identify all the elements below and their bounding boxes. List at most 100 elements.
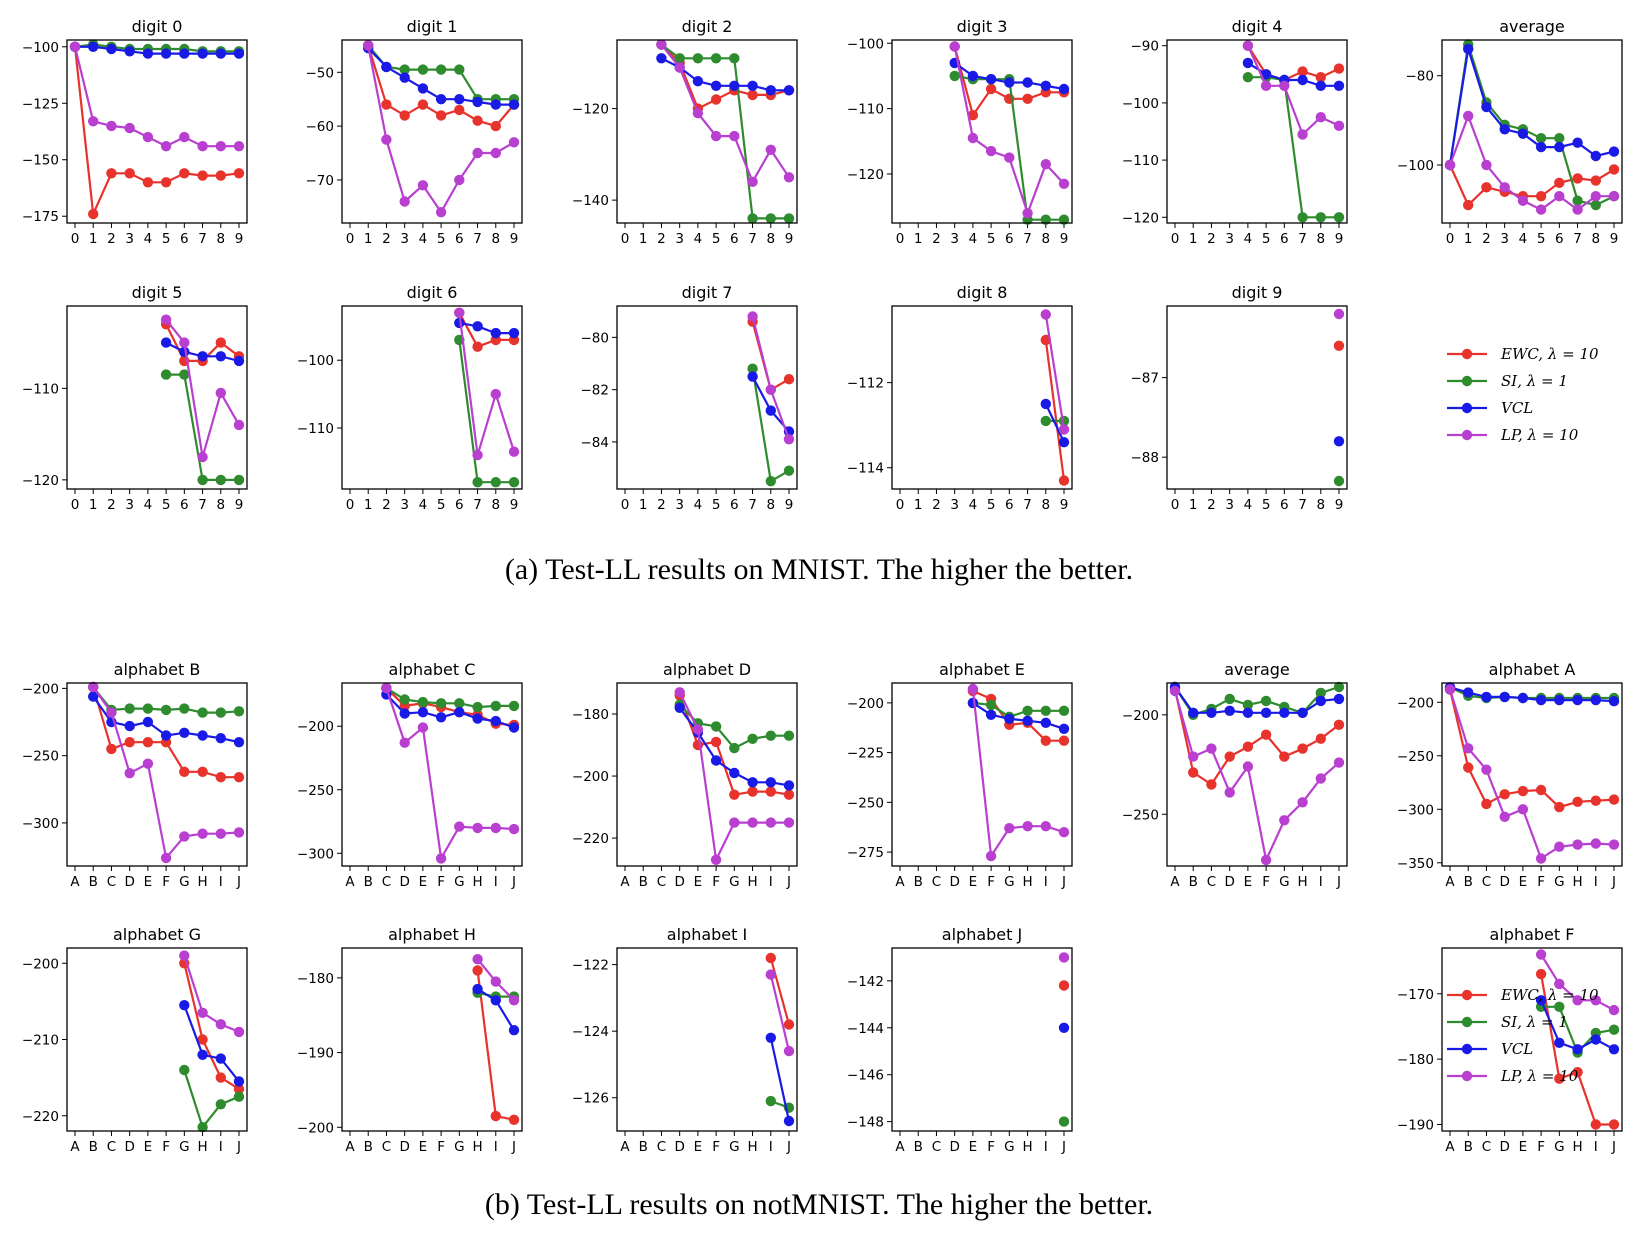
data-point — [1517, 692, 1529, 704]
data-point — [747, 176, 758, 187]
data-point — [490, 388, 501, 400]
data-point — [233, 706, 245, 717]
data-point — [381, 99, 392, 110]
subplot: alphabet E A B C D E F G H I J −275 −250 −225 −200 — [847, 660, 1073, 890]
x-tick-label: 2 — [657, 231, 666, 247]
subplot: alphabet B A B C D E F G H I J −300 −250 −200 — [22, 660, 248, 890]
data-point — [1333, 120, 1345, 131]
data-point — [1188, 767, 1199, 778]
data-point — [1535, 133, 1547, 144]
subplot: alphabet A A B C D E F G H I J −350 −300 −250 −200 — [1397, 660, 1623, 890]
data-point — [1058, 980, 1070, 991]
data-point — [490, 822, 501, 834]
plot-frame — [341, 682, 523, 867]
data-point — [1608, 1024, 1620, 1035]
data-point — [985, 145, 997, 157]
x-tick-label: B — [914, 1139, 923, 1155]
subplot-title: digit 6 — [407, 283, 458, 302]
data-point — [1333, 757, 1345, 768]
data-point — [1590, 795, 1602, 806]
data-point — [472, 147, 483, 159]
plot-frame — [1441, 682, 1623, 867]
plot-frame — [66, 39, 248, 224]
data-point — [215, 387, 226, 399]
data-point — [490, 715, 501, 727]
x-tick-label: 9 — [1060, 497, 1069, 513]
data-point — [1499, 789, 1510, 800]
y-tick-label: −80 — [1406, 69, 1435, 85]
data-point — [88, 691, 99, 702]
x-tick-label: H — [1572, 1139, 1582, 1155]
data-point — [1004, 823, 1015, 834]
data-point — [1297, 743, 1308, 754]
x-tick-label: I — [494, 1139, 498, 1155]
x-tick-label: 8 — [491, 497, 500, 513]
data-point — [1608, 696, 1620, 707]
data-point — [399, 196, 410, 207]
data-point — [435, 94, 447, 105]
series-line — [1448, 48, 1615, 166]
x-tick-label: B — [1464, 874, 1473, 890]
x-tick-label: 5 — [437, 497, 446, 513]
data-point — [1040, 309, 1052, 320]
x-tick-label: G — [1554, 1139, 1564, 1155]
data-point — [124, 768, 135, 779]
series-line — [458, 312, 516, 456]
y-tick-label: −100 — [22, 40, 59, 56]
legend-marker — [1461, 348, 1473, 360]
data-point — [472, 477, 483, 488]
subplot-title: average — [1499, 17, 1565, 36]
subplot-title: digit 1 — [407, 17, 458, 36]
data-point — [1297, 707, 1308, 718]
data-point — [729, 130, 740, 142]
x-tick-label: B — [89, 1139, 98, 1155]
data-point — [1481, 159, 1492, 171]
data-point — [1608, 1004, 1620, 1016]
data-point — [1206, 743, 1217, 754]
data-point — [142, 758, 154, 769]
data-point — [674, 62, 685, 73]
data-point — [1333, 340, 1345, 351]
subplot: digit 5 0 1 2 3 4 5 6 7 8 9 −120 −110 — [22, 283, 248, 513]
legend-marker — [1461, 429, 1473, 441]
data-point — [142, 177, 154, 188]
x-tick-label: J — [1611, 874, 1616, 890]
data-point — [692, 724, 704, 735]
x-tick-label: J — [1061, 874, 1066, 890]
plot-frame — [616, 682, 798, 867]
data-point — [1022, 821, 1033, 832]
x-tick-label: 5 — [1262, 231, 1271, 247]
x-tick-label: B — [1464, 1139, 1473, 1155]
y-tick-label: −275 — [847, 845, 884, 861]
data-point — [435, 110, 447, 121]
data-point — [1590, 150, 1602, 162]
x-tick-label: B — [364, 1139, 373, 1155]
x-tick-label: G — [179, 874, 189, 890]
data-point — [747, 817, 758, 828]
data-point — [399, 64, 410, 75]
legend-label: EWC, λ = 10 — [1500, 986, 1599, 1004]
x-tick-label: 3 — [950, 497, 959, 513]
data-point — [985, 709, 997, 720]
data-point — [233, 827, 245, 838]
x-tick-label: D — [399, 1139, 409, 1155]
data-point — [1463, 43, 1474, 55]
subplot-title: alphabet H — [388, 925, 476, 944]
y-tick-label: −148 — [847, 1115, 884, 1131]
data-point — [508, 823, 520, 835]
data-point — [1463, 743, 1474, 754]
data-point — [1554, 1073, 1565, 1084]
x-tick-label: A — [345, 874, 355, 890]
data-point — [124, 737, 135, 748]
data-point — [215, 141, 226, 152]
data-point — [142, 716, 154, 728]
x-tick-label: 2 — [382, 497, 391, 513]
data-point — [1535, 853, 1547, 864]
data-point — [1608, 146, 1620, 157]
data-point — [1554, 694, 1565, 706]
data-point — [179, 168, 190, 179]
subplot: digit 2 0 1 2 3 4 5 6 7 8 9 −140 −120 — [572, 17, 798, 247]
y-tick-label: −142 — [847, 974, 884, 990]
y-tick-label: −200 — [22, 681, 59, 697]
caption-mnist: (a) Test-LL results on MNIST. The higher… — [504, 553, 1134, 586]
